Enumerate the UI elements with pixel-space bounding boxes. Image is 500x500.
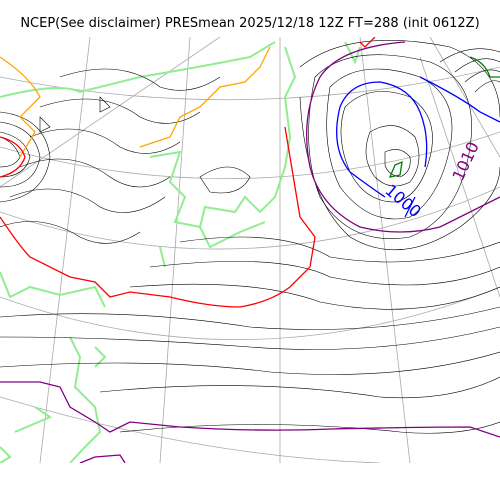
- purple-contour-south: [0, 381, 500, 438]
- red-contour: [0, 126, 316, 308]
- purple-contour-sw: [79, 454, 126, 464]
- map-frame: 1000 1010: [0, 36, 500, 464]
- green-contour-center: [388, 160, 403, 178]
- black-isobars: [0, 40, 500, 434]
- red-contour-nw: [0, 136, 26, 178]
- graticule: [0, 36, 500, 464]
- blue-contour-1000: [336, 76, 500, 218]
- green-contour-ne: [469, 56, 500, 78]
- purple-contour-1010: [306, 41, 500, 233]
- pressure-map: 1000 1010: [0, 36, 500, 464]
- map-title: NCEP(See disclaimer) PRESmean 2025/12/18…: [20, 16, 480, 31]
- orange-contour: [0, 46, 271, 158]
- red-contour-n: [359, 36, 376, 48]
- coastlines: [0, 41, 361, 464]
